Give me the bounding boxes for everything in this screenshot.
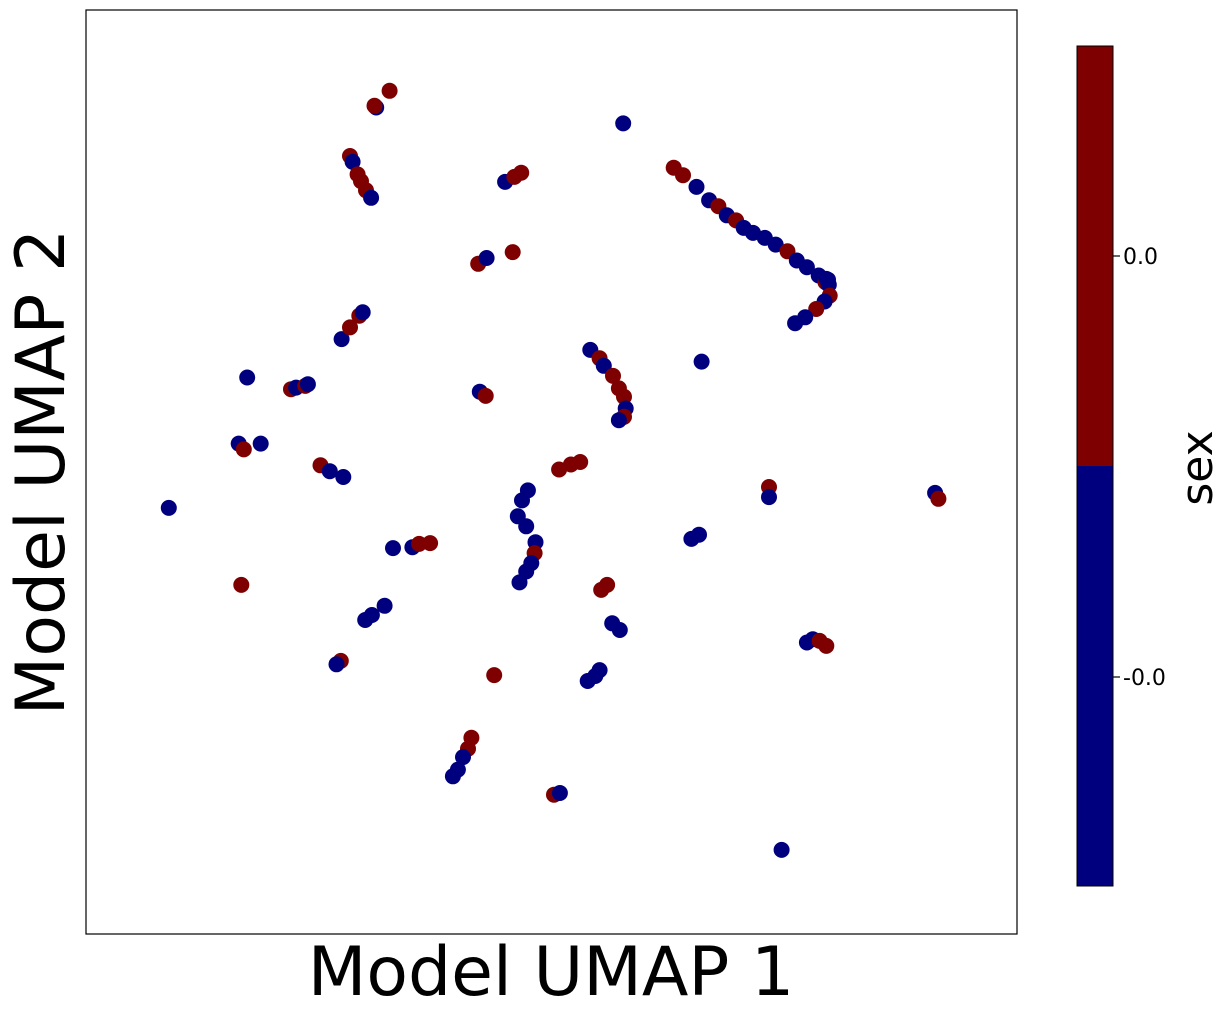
x-axis-label: Model UMAP 1 [308,933,795,1012]
colorbar-lower-segment [1077,466,1113,886]
colorbar-label: sex [1172,430,1223,505]
scatter-point-72 [761,489,777,506]
scatter-point-70 [160,499,177,516]
colorbar-tick-label-2: -0.0 [1123,666,1166,691]
colorbar-upper-segment [1077,46,1113,466]
scatter-point-14 [675,167,691,184]
scatter-point-69 [572,454,589,470]
scatter-point-43 [354,304,371,321]
scatter-point-110 [455,749,471,766]
scatter-point-12 [513,164,530,181]
scatter-point-112 [444,768,461,785]
colorbar-frame [1076,45,1114,887]
scatter-point-65 [321,463,338,480]
scatter-point-115 [773,841,790,858]
scatter-point-63 [252,435,269,452]
scatter-point-107 [591,662,608,679]
scatter-point-48 [299,376,316,393]
scatter-point-2 [366,97,383,114]
scatter-point-92 [599,576,616,593]
scatter-point-55 [616,388,632,405]
scatter-point-53 [605,367,621,384]
scatter-point-85 [683,530,700,547]
colorbar: 0.0 -0.0 sex [1076,45,1223,887]
scatter-point-89 [422,535,439,552]
scatter-point-114 [551,785,568,801]
plot-frame [85,9,1018,935]
scatter-point-58 [610,412,627,429]
scatter-point-83 [511,574,528,591]
scatter-point-5 [344,153,361,170]
points-layer [160,82,947,858]
scatter-point-44 [239,369,256,386]
scatter-point-86 [385,540,401,557]
scatter-point-15 [688,178,705,195]
scatter-point-90 [233,576,250,593]
scatter-point-76 [514,492,530,509]
scatter-point-0 [381,82,398,99]
scatter-point-37 [808,301,825,317]
scatter-point-41 [342,319,358,336]
scatter-point-104 [486,667,503,684]
scatter-point-97 [611,622,628,638]
scatter-point-60 [477,387,494,404]
scatter-point-74 [930,490,947,507]
scatter-point-52 [595,357,612,374]
scatter-point-3 [615,115,632,132]
scatter-point-95 [376,597,393,614]
scatter-point-94 [357,612,374,628]
scatter-point-78 [518,518,535,535]
scatter-point-103 [328,656,345,673]
scatter-point-39 [787,315,804,332]
scatter-point-49 [693,353,710,370]
y-axis-label: Model UMAP 2 [2,229,81,716]
scatter-point-62 [235,441,252,458]
scatter-point-40 [333,331,350,348]
colorbar-tick-label-1: 0.0 [1123,245,1158,270]
scatter-point-31 [478,250,495,266]
scatter-point-32 [504,244,521,261]
scatter-point-23 [767,236,784,253]
scatter-point-66 [335,469,352,485]
scatter-point-9 [363,189,380,206]
scatter-point-26 [798,259,815,276]
scatter-point-101 [818,637,835,654]
